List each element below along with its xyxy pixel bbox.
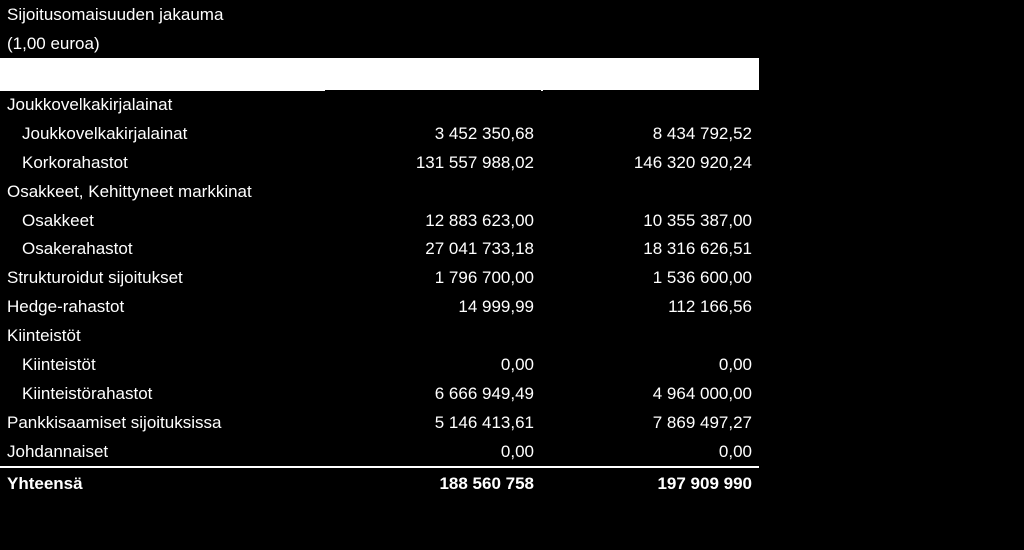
total-divider xyxy=(0,466,759,468)
table-row: Joukkovelkakirjalainat xyxy=(0,91,759,120)
table-row: Joukkovelkakirjalainat 3 452 350,68 8 43… xyxy=(0,120,759,149)
row-label: Strukturoidut sijoitukset xyxy=(7,268,183,288)
row-label: Pankkisaamiset sijoituksissa xyxy=(7,412,222,432)
table-title: Sijoitusomaisuuden jakauma xyxy=(7,5,224,24)
table-row: Strukturoidut sijoitukset 1 796 700,00 1… xyxy=(0,264,759,293)
row-label: Joukkovelkakirjalainat xyxy=(22,123,188,143)
table-row: Osakerahastot 27 041 733,18 18 316 626,5… xyxy=(0,235,759,264)
row-label: Joukkovelkakirjalainat xyxy=(7,95,173,114)
total-row: Yhteensä 188 560 758 197 909 990 xyxy=(0,469,759,499)
row-value-2: 0,00 xyxy=(718,441,752,461)
column-1-header-rule xyxy=(325,90,541,92)
table-row: Kiinteistörahastot 6 666 949,49 4 964 00… xyxy=(0,380,759,409)
table-row: Johdannaiset 0,00 0,00 xyxy=(0,438,759,467)
row-value-2: 10 355 387,00 xyxy=(643,210,752,230)
row-value-1: 0,00 xyxy=(500,355,534,375)
table-row: Pankkisaamiset sijoituksissa 5 146 413,6… xyxy=(0,409,759,438)
row-value-1: 1 796 700,00 xyxy=(434,268,534,288)
row-label: Kiinteistörahastot xyxy=(22,383,153,403)
table-row: Kiinteistöt 0,00 0,00 xyxy=(0,351,759,380)
allocation-table: Joukkovelkakirjalainat Joukkovelkakirjal… xyxy=(0,91,759,467)
header-band xyxy=(0,58,759,91)
row-label: Hedge-rahastot xyxy=(7,297,125,317)
table-row: Osakkeet 12 883 623,00 10 355 387,00 xyxy=(0,207,759,236)
row-value-2: 1 536 600,00 xyxy=(652,268,752,288)
total-label: Yhteensä xyxy=(7,474,83,493)
row-value-2: 0,00 xyxy=(718,355,752,375)
row-label: Kiinteistöt xyxy=(22,355,96,375)
row-label: Korkorahastot xyxy=(22,152,128,172)
row-label: Kiinteistöt xyxy=(7,326,81,346)
row-value-2: 18 316 626,51 xyxy=(643,239,752,259)
row-value-1: 3 452 350,68 xyxy=(434,123,534,143)
row-value-1: 5 146 413,61 xyxy=(434,412,534,432)
row-label: Osakkeet, Kehittyneet markkinat xyxy=(7,181,252,201)
total-value-1: 188 560 758 xyxy=(439,474,534,493)
row-value-1: 12 883 623,00 xyxy=(425,210,534,230)
column-2-header-rule xyxy=(543,90,759,92)
row-value-2: 7 869 497,27 xyxy=(652,412,752,432)
row-value-2: 112 166,56 xyxy=(668,297,752,317)
table-row: Hedge-rahastot 14 999,99 112 166,56 xyxy=(0,293,759,322)
table-row: Korkorahastot 131 557 988,02 146 320 920… xyxy=(0,149,759,178)
row-label: Johdannaiset xyxy=(7,441,109,461)
table-row: Kiinteistöt xyxy=(0,322,759,351)
row-value-1: 6 666 949,49 xyxy=(434,383,534,403)
row-value-2: 8 434 792,52 xyxy=(652,123,752,143)
table-row: Osakkeet, Kehittyneet markkinat xyxy=(0,178,759,207)
row-value-1: 14 999,99 xyxy=(458,297,534,317)
row-value-2: 146 320 920,24 xyxy=(633,152,752,172)
table-unit-subtitle: (1,00 euroa) xyxy=(7,34,100,53)
row-value-1: 0,00 xyxy=(500,441,534,461)
total-value-2: 197 909 990 xyxy=(657,474,752,493)
row-label: Osakerahastot xyxy=(22,239,133,259)
row-value-2: 4 964 000,00 xyxy=(652,383,752,403)
row-value-1: 131 557 988,02 xyxy=(415,152,534,172)
row-value-1: 27 041 733,18 xyxy=(425,239,534,259)
row-label: Osakkeet xyxy=(22,210,94,230)
